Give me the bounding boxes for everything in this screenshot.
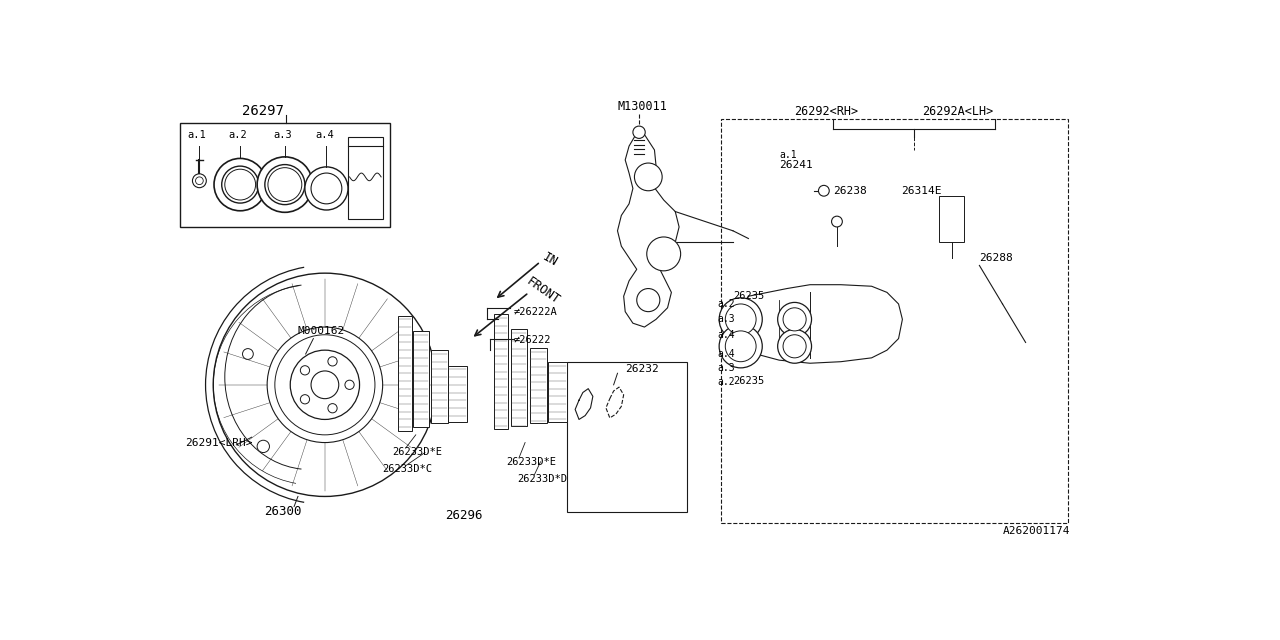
Circle shape [291,350,360,419]
Text: 26296: 26296 [444,509,483,522]
Bar [530,348,547,423]
Text: 26238: 26238 [833,186,867,196]
Bar [567,362,687,512]
Text: 26288: 26288 [979,253,1014,263]
Circle shape [719,298,763,341]
Circle shape [635,163,662,191]
Circle shape [328,356,337,366]
Text: 26235: 26235 [733,376,764,386]
Text: a.1: a.1 [780,150,797,161]
Circle shape [305,167,348,210]
Text: a.3: a.3 [274,129,292,140]
Circle shape [242,349,253,360]
Text: a.3: a.3 [718,314,735,324]
Bar [398,316,412,431]
Bar [413,331,429,427]
Text: ≠26222: ≠26222 [513,335,552,345]
Circle shape [265,164,305,205]
Text: 26232: 26232 [625,364,659,374]
Text: a.4: a.4 [718,330,735,340]
Circle shape [221,166,259,203]
Bar [511,330,526,426]
Circle shape [275,335,375,435]
Text: 26241: 26241 [780,161,813,170]
Circle shape [726,331,756,362]
Circle shape [778,303,812,336]
Circle shape [268,327,383,442]
Text: a.2: a.2 [718,377,735,387]
Circle shape [818,186,829,196]
Circle shape [344,380,355,389]
Circle shape [632,126,645,138]
Polygon shape [617,129,680,327]
Circle shape [311,371,339,399]
Circle shape [196,177,204,184]
Text: A262001174: A262001174 [1002,526,1070,536]
Text: M000162: M000162 [298,326,346,336]
Text: 26291<LRH>: 26291<LRH> [184,438,252,447]
Text: a.4: a.4 [315,129,334,140]
Circle shape [778,330,812,364]
Circle shape [268,168,302,202]
Text: 26233D*D: 26233D*D [517,474,567,484]
Circle shape [257,440,270,452]
Bar [940,196,964,243]
Circle shape [311,173,342,204]
Circle shape [726,304,756,335]
Circle shape [646,237,681,271]
Circle shape [783,335,806,358]
Circle shape [225,169,256,200]
Circle shape [832,216,842,227]
Bar [431,350,448,423]
Text: a.4: a.4 [718,349,735,359]
Text: 26300: 26300 [264,506,301,518]
Circle shape [301,395,310,404]
Text: a.3: a.3 [718,363,735,373]
Circle shape [257,157,312,212]
Text: 26235: 26235 [733,291,764,301]
Circle shape [783,308,806,331]
Text: M130011: M130011 [617,100,667,113]
Text: 26292<RH>: 26292<RH> [795,105,859,118]
Text: ≠26222A: ≠26222A [513,307,557,317]
Bar [494,314,508,429]
Text: a.1: a.1 [188,129,206,140]
Circle shape [301,365,310,375]
Text: 26233D*E: 26233D*E [506,457,556,467]
Bar [348,137,383,220]
Bar [448,365,467,422]
Bar [548,362,567,422]
Circle shape [192,174,206,188]
Circle shape [214,273,436,497]
Text: 26314E: 26314E [901,186,941,196]
Circle shape [719,324,763,368]
Bar [722,119,1068,524]
Polygon shape [742,285,902,364]
Circle shape [636,289,660,312]
Text: 26233D*C: 26233D*C [383,465,433,474]
Text: 26297: 26297 [242,104,284,118]
Circle shape [214,159,266,211]
Text: IN: IN [540,251,559,269]
Bar [180,123,390,227]
Text: 26233D*E: 26233D*E [393,447,443,457]
Text: FRONT: FRONT [524,275,562,307]
Text: a.2: a.2 [718,299,735,309]
Text: 26292A<LH>: 26292A<LH> [922,105,993,118]
Circle shape [328,404,337,413]
Text: a.2: a.2 [229,129,247,140]
